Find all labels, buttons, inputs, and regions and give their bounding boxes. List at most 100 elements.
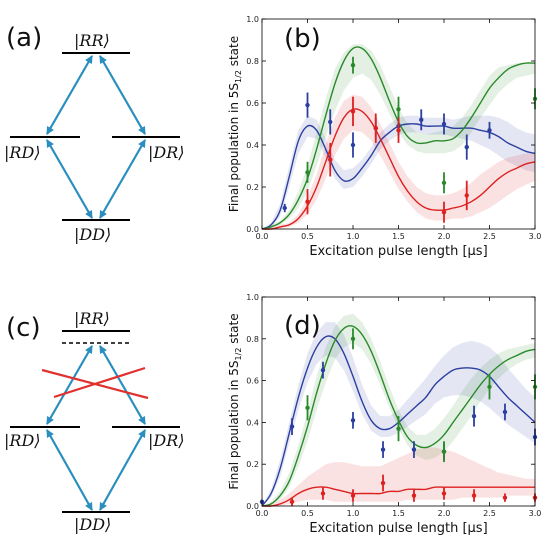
x-tick-label: 1.0 bbox=[347, 232, 360, 241]
band-green bbox=[262, 44, 535, 230]
blockade-cross-line-2 bbox=[53, 366, 146, 399]
data-point-blue bbox=[328, 119, 333, 125]
series-red bbox=[262, 447, 535, 506]
data-point-blue bbox=[282, 205, 287, 211]
x-tick-label: 3.0 bbox=[529, 232, 542, 241]
y-axis-label-end: state bbox=[227, 313, 241, 347]
data-point-blue bbox=[464, 144, 469, 150]
data-point-red bbox=[380, 480, 386, 486]
data-point-red bbox=[305, 199, 310, 204]
data-point-red bbox=[471, 493, 477, 498]
x-tick-label: 1.5 bbox=[392, 232, 405, 241]
data-point-red bbox=[396, 128, 401, 133]
ket-dr-c: |DR⟩ bbox=[148, 431, 185, 450]
y-tick-label: 1.0 bbox=[246, 293, 259, 302]
series-green bbox=[262, 44, 535, 230]
data-point-red bbox=[411, 493, 417, 498]
panel-label-d: (d) bbox=[284, 311, 321, 341]
y-tick-label: 0.2 bbox=[246, 460, 259, 469]
x-tick-label: 0.0 bbox=[256, 232, 269, 241]
data-point-red bbox=[464, 193, 469, 198]
x-tick-label: 1.0 bbox=[347, 509, 360, 518]
arrow-rr-to-dr bbox=[99, 55, 146, 135]
band-red bbox=[262, 447, 535, 506]
y-tick-label: 0.6 bbox=[246, 99, 259, 108]
data-point-blue bbox=[487, 128, 492, 133]
y-tick-label: 0.6 bbox=[246, 377, 259, 386]
chart-b: (b) 0.0 0.5 1.0 1.5 2.0 2.5 3.0 0.0 0.2 0.4 0.6 0.8… bbox=[227, 15, 541, 259]
data-point-red bbox=[289, 499, 295, 505]
y-axis-label-sub: 1/2 bbox=[234, 70, 243, 83]
x-axis-label: Excitation pulse length [μs] bbox=[309, 244, 487, 259]
y-tick-label: 0.4 bbox=[246, 418, 259, 427]
data-point-red bbox=[441, 210, 447, 215]
data-point-blue bbox=[380, 447, 386, 452]
y-axis-label-main: Final population in 5S bbox=[227, 360, 241, 489]
y-tick-label: 0.0 bbox=[246, 225, 259, 234]
y-tick-label: 0.2 bbox=[246, 183, 259, 192]
data-point-green bbox=[441, 180, 447, 185]
data-point-green bbox=[305, 170, 310, 175]
x-tick-label: 2.0 bbox=[438, 232, 451, 241]
y-tick-label: 0.4 bbox=[246, 141, 259, 150]
data-point-blue bbox=[441, 121, 447, 127]
arrow-dr-to-dd bbox=[99, 139, 146, 219]
y-axis-label-sub: 1/2 bbox=[234, 348, 243, 361]
ket-dr: |DR⟩ bbox=[148, 143, 185, 162]
data-point-red bbox=[441, 491, 447, 496]
y-tick-label: 0.8 bbox=[246, 57, 259, 66]
ket-dd: |DD⟩ bbox=[74, 225, 111, 244]
data-point-green bbox=[396, 107, 401, 112]
arrow-rr-to-rd bbox=[46, 55, 93, 135]
ket-rd-c: |RD⟩ bbox=[4, 431, 41, 450]
ket-rr-c: |RR⟩ bbox=[74, 309, 110, 328]
data-point-blue bbox=[411, 447, 417, 452]
data-point-blue bbox=[350, 418, 356, 423]
data-point-blue bbox=[471, 413, 477, 419]
data-point-green bbox=[350, 62, 356, 68]
x-tick-label: 0.5 bbox=[301, 232, 314, 241]
data-point-blue bbox=[320, 367, 326, 373]
data-point-blue bbox=[305, 102, 310, 108]
data-point-red bbox=[350, 493, 356, 498]
x-tick-label: 1.5 bbox=[392, 509, 405, 518]
y-axis-label-end: state bbox=[227, 36, 241, 70]
y-axis-label-main: Final population in 5S bbox=[227, 83, 241, 212]
data-point-blue bbox=[502, 409, 508, 415]
data-point-green bbox=[305, 405, 310, 410]
y-tick-label: 0.0 bbox=[246, 502, 259, 511]
y-axis-label: Final population in 5S1/2 state bbox=[227, 36, 243, 212]
arrow-rd-to-dd bbox=[46, 139, 93, 219]
level-diagram-a: (a) |RR⟩ |RD⟩ |DR⟩ |DD⟩ bbox=[4, 23, 185, 244]
arrow-rd-to-dd-c bbox=[46, 429, 93, 511]
x-tick-label: 2.0 bbox=[438, 509, 451, 518]
curve-red bbox=[261, 486, 535, 507]
data-point-green bbox=[487, 384, 492, 390]
series-green bbox=[262, 313, 535, 506]
data-point-green bbox=[350, 336, 356, 341]
panel-label-b: (b) bbox=[284, 24, 321, 54]
level-diagram-c: (c) |RR⟩ |RD⟩ |DR⟩ |DD⟩ bbox=[4, 309, 185, 534]
data-point-green bbox=[441, 449, 447, 454]
band-blue bbox=[262, 115, 535, 229]
arrow-rr-to-dr-c bbox=[99, 345, 146, 425]
data-point-blue bbox=[289, 424, 295, 429]
data-point-red bbox=[373, 126, 378, 131]
x-tick-label: 2.5 bbox=[483, 509, 496, 518]
ket-rr: |RR⟩ bbox=[74, 31, 110, 50]
ket-dd-c: |DD⟩ bbox=[74, 515, 111, 534]
data-point-blue bbox=[419, 117, 424, 123]
y-tick-label: 0.8 bbox=[246, 335, 259, 344]
panel-label-a: (a) bbox=[6, 23, 42, 53]
x-tick-label: 0.0 bbox=[256, 509, 269, 518]
ket-rd: |RD⟩ bbox=[4, 143, 41, 162]
data-point-green bbox=[396, 426, 401, 431]
data-point-red bbox=[320, 491, 326, 496]
x-tick-label: 0.5 bbox=[301, 509, 314, 518]
data-point-red bbox=[350, 109, 356, 114]
y-axis-label: Final population in 5S1/2 state bbox=[227, 313, 243, 489]
data-point-red bbox=[502, 495, 508, 500]
x-axis-label: Excitation pulse length [μs] bbox=[309, 521, 487, 536]
arrow-rr-to-rd-c bbox=[46, 345, 93, 425]
